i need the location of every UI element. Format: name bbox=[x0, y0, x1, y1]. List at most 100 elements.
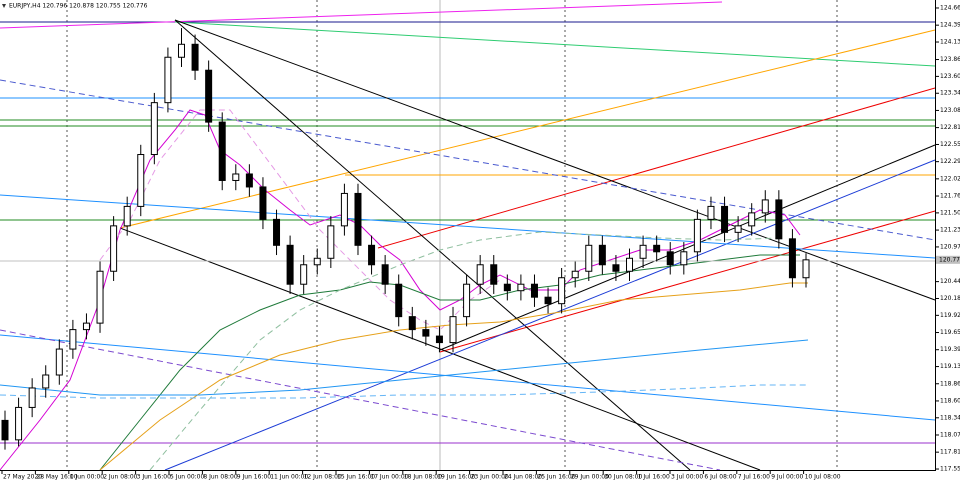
candle-body bbox=[381, 264, 389, 285]
trend-line bbox=[174, 19, 691, 471]
trend-line bbox=[0, 334, 936, 421]
candle-body bbox=[340, 192, 348, 227]
candle-body bbox=[110, 225, 118, 272]
trend-line bbox=[119, 227, 761, 471]
moving-average bbox=[0, 339, 809, 396]
candle-body bbox=[408, 316, 416, 331]
y-tick-label: 117.810 bbox=[940, 449, 960, 456]
candle-body bbox=[205, 69, 213, 123]
candle-body bbox=[422, 329, 430, 337]
candle-body bbox=[177, 43, 185, 58]
trend-line bbox=[174, 21, 936, 67]
candle-body bbox=[476, 264, 484, 285]
x-tick-label: 5 Jun 00:00 bbox=[170, 474, 204, 481]
candle-body bbox=[123, 205, 131, 227]
candle-body bbox=[286, 244, 294, 285]
candle-body bbox=[463, 283, 471, 318]
candle-body bbox=[42, 374, 50, 389]
candle-body bbox=[680, 251, 688, 266]
trend-line bbox=[377, 87, 936, 249]
trend-line bbox=[0, 1, 723, 29]
y-tick-label: 118.075 bbox=[940, 431, 960, 438]
candle-body bbox=[693, 218, 701, 253]
y-tick-label: 122.555 bbox=[940, 141, 960, 148]
moving-average bbox=[99, 282, 808, 471]
candle-body bbox=[164, 56, 172, 104]
y-tick-label: 117.550 bbox=[940, 466, 960, 473]
candle-body bbox=[354, 192, 362, 246]
candle-body bbox=[666, 251, 674, 266]
candle-body bbox=[707, 205, 715, 220]
x-tick-label: 27 May 2020 bbox=[3, 474, 42, 481]
candle-body bbox=[28, 387, 36, 408]
candle-body bbox=[802, 259, 810, 279]
candle-body bbox=[748, 212, 756, 227]
y-tick-label: 118.865 bbox=[940, 380, 960, 387]
candle-body bbox=[598, 244, 606, 266]
current-price-box bbox=[936, 255, 960, 264]
x-tick-label: 30 Jun 08:00 bbox=[604, 474, 642, 481]
candle-body bbox=[368, 244, 376, 266]
y-tick-label: 120.180 bbox=[940, 295, 960, 302]
candle-body bbox=[503, 283, 511, 292]
x-tick-label: 8 Jun 08:00 bbox=[203, 474, 237, 481]
candle-body bbox=[435, 335, 443, 344]
x-tick-label: 11 Jun 00:00 bbox=[270, 474, 308, 481]
candle-body bbox=[612, 264, 620, 272]
x-tick-label: 29 Jun 00:00 bbox=[571, 474, 609, 481]
candle-body bbox=[734, 225, 742, 233]
x-tick-label: 2 Jun 08:00 bbox=[103, 474, 137, 481]
chart-title: EURJPY,H4 120.796 120.878 120.755 120.77… bbox=[9, 3, 148, 10]
current-price-marker: 120.776 bbox=[936, 255, 960, 264]
y-tick-label: 123.605 bbox=[940, 73, 960, 80]
y-tick-label: 122.815 bbox=[940, 124, 960, 131]
candle-body bbox=[558, 277, 566, 305]
moving-average bbox=[149, 231, 781, 471]
candle-body bbox=[245, 173, 253, 188]
candle-body bbox=[96, 270, 104, 324]
x-tick-label: 19 Jun 16:00 bbox=[437, 474, 475, 481]
y-tick-label: 122.290 bbox=[940, 158, 960, 165]
x-tick-label: 6 Jul 08:00 bbox=[704, 474, 736, 481]
x-tick-label: 23 Jun 00:00 bbox=[471, 474, 509, 481]
candle-body bbox=[191, 43, 199, 71]
trend-line bbox=[174, 19, 936, 301]
y-tick-label: 123.345 bbox=[940, 90, 960, 97]
candles bbox=[1, 28, 810, 450]
current-price-label: 120.776 bbox=[939, 256, 960, 263]
x-tick-label: 1 Jul 16:00 bbox=[638, 474, 670, 481]
y-tick-label: 123.080 bbox=[940, 107, 960, 114]
candle-body bbox=[218, 121, 226, 181]
x-tick-label: 10 Jul 08:00 bbox=[805, 474, 841, 481]
plot-area bbox=[0, 0, 936, 471]
x-tick-label: 12 Jun 08:00 bbox=[304, 474, 342, 481]
candle-body bbox=[82, 322, 90, 331]
y-tick-label: 122.025 bbox=[940, 175, 960, 182]
candle-body bbox=[273, 218, 281, 246]
candle-body bbox=[1, 419, 9, 441]
moving-average bbox=[99, 109, 501, 331]
y-tick-label: 123.865 bbox=[940, 56, 960, 63]
trend-line bbox=[164, 159, 936, 471]
moving-average bbox=[99, 254, 800, 471]
candle-body bbox=[313, 257, 321, 266]
candle-body bbox=[530, 283, 538, 298]
candle-body bbox=[259, 186, 267, 220]
x-tick-label: 17 Jun 00:00 bbox=[370, 474, 408, 481]
candle-body bbox=[15, 406, 23, 441]
candle-body bbox=[327, 225, 335, 259]
moving-average bbox=[0, 384, 808, 399]
y-tick-label: 124.135 bbox=[940, 39, 960, 46]
y-tick-label: 119.390 bbox=[940, 346, 960, 353]
candle-body bbox=[150, 102, 158, 156]
x-tick-label: 9 Jun 16:00 bbox=[237, 474, 271, 481]
candle-body bbox=[55, 348, 63, 376]
x-tick-label: 15 Jun 16:00 bbox=[337, 474, 375, 481]
candle-body bbox=[544, 296, 552, 305]
x-tick-label: 7 Jul 16:00 bbox=[738, 474, 770, 481]
trend-line bbox=[439, 144, 936, 351]
x-tick-label: 3 Jul 00:00 bbox=[671, 474, 703, 481]
